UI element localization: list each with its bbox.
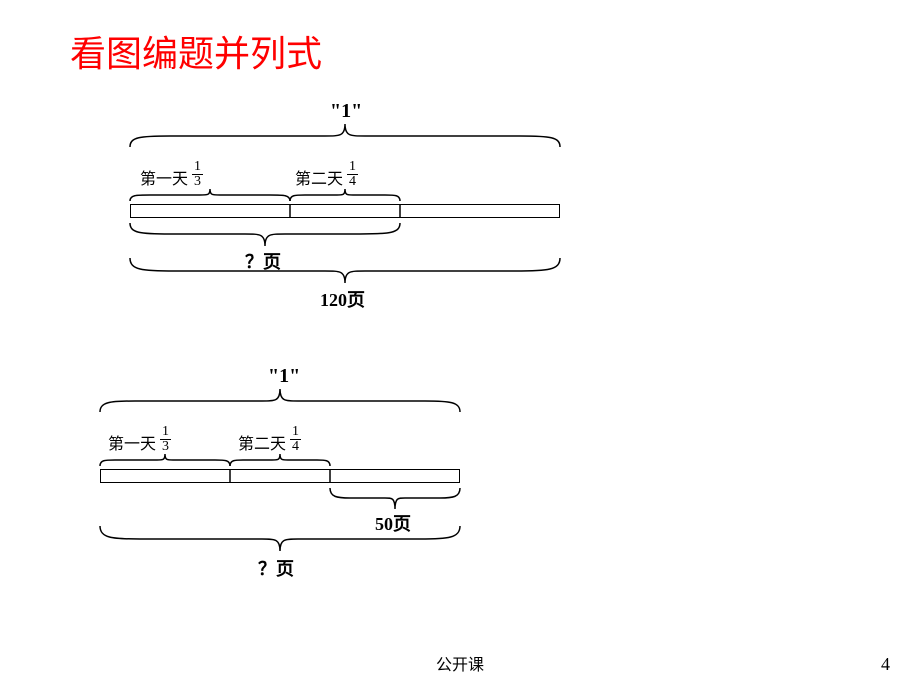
page-title: 看图编题并列式 <box>70 25 322 77</box>
diagram-1: "1" 第一天 1 3 第二天 1 4 ？页 120页 <box>0 100 700 320</box>
bar-dividers-1 <box>130 204 560 218</box>
page-number: 4 <box>881 654 890 675</box>
seg2-frac-1: 1 4 <box>347 160 358 189</box>
diagram-2: "1" 第一天 1 3 第二天 1 4 50页 ？页 <box>0 365 700 595</box>
seg1-brace-2 <box>100 453 230 469</box>
seg1-brace-1 <box>130 188 290 204</box>
seg2-label-1: 第二天 1 4 <box>295 162 358 191</box>
qty-brace-2 <box>330 485 460 511</box>
seg2-text-1: 第二天 <box>295 165 343 189</box>
total-brace-1 <box>130 255 560 285</box>
qty-brace-1 <box>130 220 400 248</box>
seg1-frac-2: 1 3 <box>160 425 171 454</box>
seg1-text-1: 第一天 <box>140 165 188 189</box>
seg1-label-2: 第一天 1 3 <box>108 427 171 456</box>
one-label-2: "1" <box>268 365 300 388</box>
total-brace-2 <box>100 523 460 553</box>
seg2-label-2: 第二天 1 4 <box>238 427 301 456</box>
seg2-brace-1 <box>290 188 400 204</box>
top-brace-1 <box>130 122 560 150</box>
seg1-text-2: 第一天 <box>108 430 156 454</box>
bar-dividers-2 <box>100 469 460 483</box>
seg2-brace-2 <box>230 453 330 469</box>
one-label-1: "1" <box>330 100 362 123</box>
seg2-frac-2: 1 4 <box>290 425 301 454</box>
footer-text: 公开课 <box>436 651 484 675</box>
total-label-2: ？页 <box>258 555 294 581</box>
seg1-label-1: 第一天 1 3 <box>140 162 203 191</box>
top-brace-2 <box>100 387 460 415</box>
seg2-text-2: 第二天 <box>238 430 286 454</box>
seg1-frac-1: 1 3 <box>192 160 203 189</box>
total-label-1: 120页 <box>320 286 365 312</box>
